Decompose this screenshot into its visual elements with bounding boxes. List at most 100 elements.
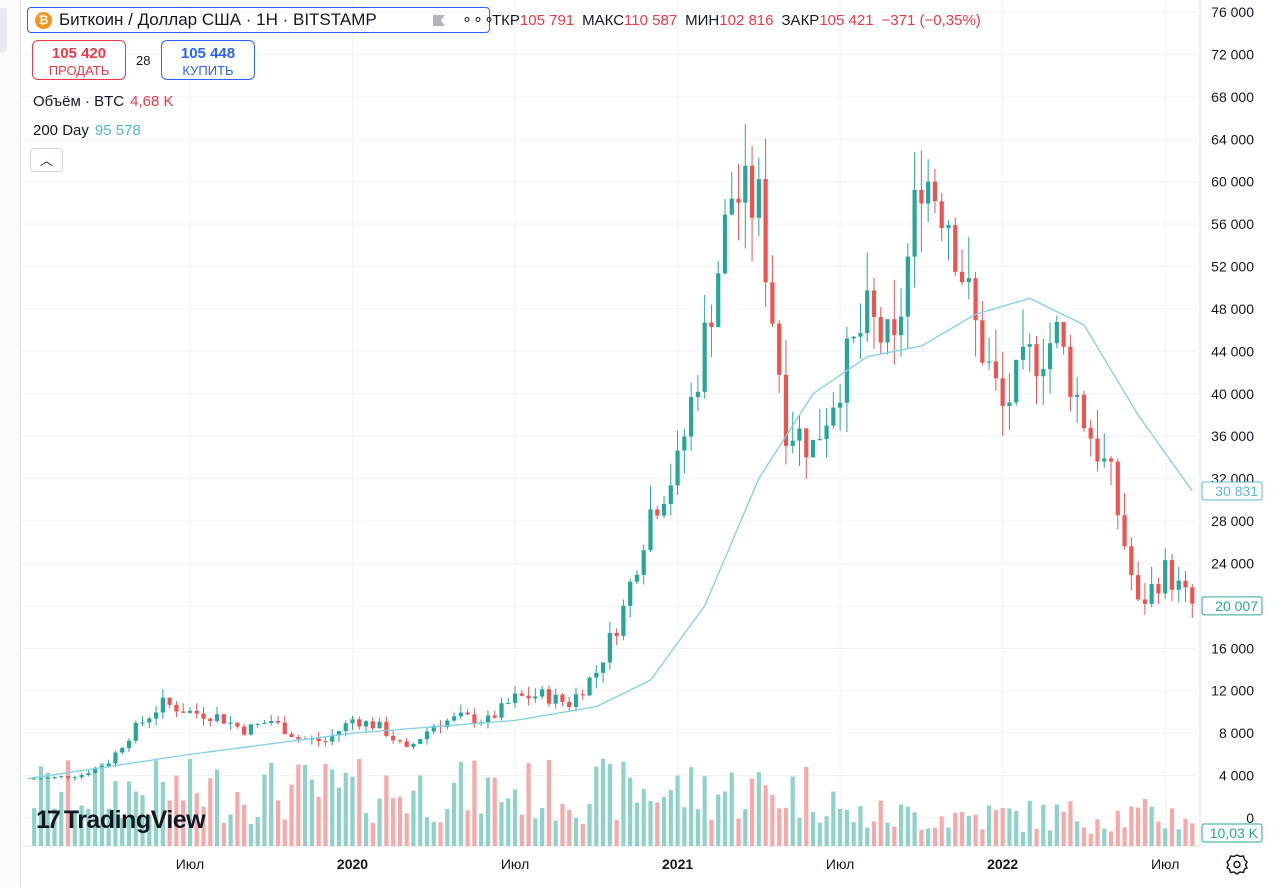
x-tick-label: Июл	[176, 856, 204, 872]
candle-body	[573, 694, 579, 707]
candle-body	[194, 710, 199, 714]
candle-body	[655, 509, 660, 516]
volume-bar	[512, 789, 518, 846]
tradingview-logo-icon: 17	[36, 806, 61, 834]
candle-body	[1014, 359, 1019, 403]
candle-body	[384, 721, 389, 736]
volume-bar	[689, 767, 694, 846]
volume-bar	[221, 822, 226, 846]
volume-bar	[573, 817, 579, 846]
buy-button[interactable]: 105 448 КУПИТЬ	[161, 40, 255, 80]
volume-bar	[831, 791, 836, 846]
candle-body	[973, 278, 978, 321]
candle-body	[824, 425, 829, 440]
volume-bar	[533, 818, 538, 846]
candle-body	[1068, 346, 1073, 397]
candle-body	[323, 741, 328, 743]
candle-body	[648, 509, 653, 551]
volume-bar	[167, 800, 172, 846]
candle-body	[1176, 580, 1181, 590]
collapse-legend-button[interactable]: ︿	[30, 148, 63, 172]
volume-bar	[1061, 811, 1066, 846]
volume-bar	[932, 827, 938, 846]
volume-bar	[309, 779, 314, 846]
volume-bar	[892, 826, 897, 846]
volume-bar	[120, 818, 125, 846]
volume-bar	[987, 805, 992, 846]
y-tick-label: 24 000	[1211, 555, 1254, 571]
candle-body	[1020, 346, 1026, 360]
volume-bar	[1156, 821, 1161, 846]
volume-indicator[interactable]: Объём · BTC 4,68 K	[33, 93, 174, 110]
candle-body	[817, 439, 822, 441]
volume-bar	[743, 809, 748, 846]
symbol-header[interactable]: ₿ Биткоин / Доллар США · 1Н · BITSTAMP ∘…	[27, 7, 494, 33]
volume-bar	[1169, 808, 1175, 846]
candle-body	[1095, 438, 1100, 462]
volume-bar	[65, 760, 71, 846]
volume-bar	[770, 794, 775, 846]
volume-bar	[438, 822, 443, 846]
candle-body	[722, 214, 728, 274]
volume-bar	[201, 806, 206, 846]
settings-gear-icon[interactable]	[1226, 853, 1248, 875]
sell-button[interactable]: 105 420 ПРОДАТЬ	[32, 40, 126, 80]
ma-label: 200 Day	[33, 122, 89, 139]
volume-bar	[269, 762, 274, 846]
volume-bar	[844, 809, 849, 846]
candle-body	[993, 361, 998, 379]
toolbar-tab[interactable]	[0, 8, 7, 52]
candle-body	[560, 694, 565, 702]
more-options-icon[interactable]: ∘∘∘	[462, 11, 496, 28]
ma-value: 95 578	[94, 122, 141, 139]
candle-body	[959, 271, 965, 283]
volume-bar	[451, 782, 457, 846]
volume-last-box	[1201, 823, 1263, 843]
volume-bar	[181, 800, 186, 846]
ma200-line	[27, 297, 1193, 780]
volume-bar	[749, 778, 755, 846]
candle-body	[519, 693, 524, 696]
x-tick-label: 2021	[662, 856, 693, 872]
volume-bar	[418, 775, 423, 846]
candle-body	[567, 701, 572, 707]
volume-bar	[391, 798, 396, 846]
volume-bar	[851, 822, 856, 846]
candle-body	[1054, 321, 1059, 344]
volume-bar	[1129, 806, 1134, 846]
ohlc-value-1: 110 587	[624, 12, 678, 29]
volume-bar	[1102, 828, 1107, 846]
volume-bar	[174, 775, 179, 846]
volume-bar	[1095, 819, 1100, 846]
ma-indicator[interactable]: 200 Day 95 578	[33, 122, 141, 139]
volume-bar	[905, 806, 910, 846]
volume-bar	[384, 775, 389, 846]
volume-bar	[878, 800, 883, 846]
candle-body	[445, 720, 450, 728]
candle-body	[885, 319, 890, 343]
candle-body	[1169, 560, 1175, 590]
candle-body	[465, 712, 470, 715]
candle-body	[126, 740, 132, 749]
volume-bar	[1007, 808, 1012, 846]
candle-body	[892, 319, 897, 336]
volume-bar	[1000, 807, 1005, 846]
volume-bar	[350, 776, 355, 846]
y-tick-label: 8 000	[1219, 725, 1254, 741]
volume-bar	[1183, 818, 1188, 846]
candle-body	[804, 428, 809, 458]
symbol-title: Биткоин / Доллар США · 1Н · BITSTAMP	[59, 10, 377, 29]
candle-body	[72, 777, 77, 779]
volume-bar	[980, 829, 985, 846]
candle-body	[506, 702, 511, 704]
candle-body	[980, 320, 985, 363]
volume-bar	[1034, 829, 1039, 846]
flag-icon[interactable]	[432, 14, 446, 27]
last-price-label: 20 007	[1215, 598, 1258, 614]
candle-body	[851, 336, 856, 339]
candle-body	[1000, 378, 1005, 406]
volume-last-label: 10,03 K	[1210, 825, 1259, 841]
candle-body	[404, 741, 409, 747]
volume-bar	[648, 800, 653, 846]
